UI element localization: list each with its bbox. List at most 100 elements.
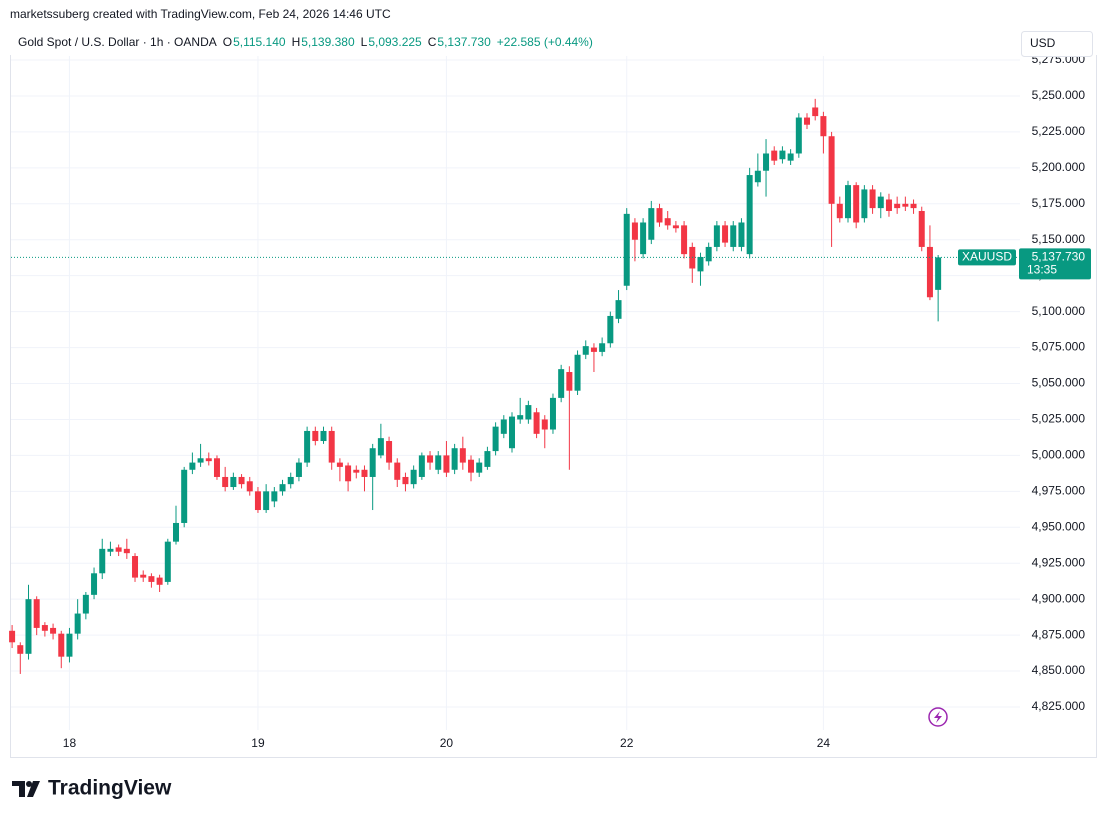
ohlc-label: C	[428, 35, 437, 49]
candle-body	[877, 196, 884, 209]
candle-body	[746, 175, 753, 255]
candle-body	[312, 430, 319, 442]
candle-body	[197, 458, 204, 463]
candle-body	[713, 225, 720, 247]
header-bar	[10, 28, 1097, 55]
x-tick-label: 19	[251, 736, 265, 750]
candle-body	[935, 257, 942, 290]
candle-body	[41, 625, 48, 631]
candle-body	[336, 462, 343, 467]
candle-body	[468, 459, 475, 473]
candle-body	[148, 576, 155, 582]
candle-body	[861, 189, 868, 219]
candle-body	[631, 222, 638, 240]
x-tick-label: 18	[63, 736, 77, 750]
candle-body	[115, 547, 122, 552]
candle-body	[722, 225, 729, 243]
candle-body	[320, 430, 327, 442]
candle-body	[615, 300, 622, 319]
y-tick-label: 4,950.000	[1032, 519, 1086, 533]
candle-body	[844, 185, 851, 219]
ohlc-value: 5,139.380	[301, 35, 355, 49]
x-tick-label: 24	[817, 736, 831, 750]
candle-body	[517, 415, 524, 420]
candle-body	[476, 462, 483, 473]
y-tick-label: 5,100.000	[1032, 304, 1086, 318]
candle-body	[558, 369, 565, 398]
candle-body	[459, 448, 466, 463]
y-tick-label: 5,000.000	[1032, 448, 1086, 462]
candle-body	[377, 438, 384, 456]
countdown-text: 13:35	[1027, 263, 1057, 277]
candle-body	[730, 225, 737, 247]
candle-body	[386, 441, 393, 463]
candle-body	[50, 627, 57, 634]
candle-body	[328, 430, 335, 463]
candle-body	[443, 455, 450, 473]
y-tick-label: 5,075.000	[1032, 340, 1086, 354]
candle-body	[804, 117, 811, 125]
candle-body	[582, 346, 589, 355]
candle-body	[763, 153, 770, 171]
candle-body	[222, 476, 229, 488]
candle-body	[353, 469, 360, 473]
y-tick-label: 4,825.000	[1032, 699, 1086, 713]
candle-body	[779, 150, 786, 160]
candle-body	[123, 548, 130, 554]
candle-body	[705, 246, 712, 262]
candle-body	[918, 210, 925, 247]
logo-text: TradingView	[48, 777, 172, 800]
price-tag-text: 5,137.730	[1032, 250, 1086, 264]
candle-body	[607, 315, 614, 344]
candle-body	[656, 208, 663, 223]
change: +22.585 (+0.44%)	[497, 35, 593, 49]
candle-body	[164, 541, 171, 582]
candle-body	[869, 189, 876, 209]
y-tick-label: 4,975.000	[1032, 484, 1086, 498]
candle-body	[140, 574, 147, 578]
candle-body	[492, 426, 499, 452]
candle-body	[427, 455, 434, 463]
candle-body	[451, 448, 458, 470]
symbol-tag	[958, 249, 1016, 266]
candle-body	[263, 491, 270, 511]
candle-body	[361, 469, 368, 477]
candle-body	[58, 633, 65, 657]
candle-body	[623, 213, 630, 286]
candle-body	[279, 484, 286, 492]
candle-body	[795, 117, 802, 154]
ohlc-label: L	[361, 35, 368, 49]
candle-body	[500, 419, 507, 434]
candle-body	[9, 630, 16, 643]
candle-body	[484, 451, 491, 467]
candle-body	[74, 613, 81, 634]
candle-body	[566, 372, 573, 391]
candle-body	[345, 465, 352, 482]
candle-body	[640, 222, 647, 255]
candle-body	[910, 203, 917, 209]
currency-label: USD	[1030, 36, 1056, 50]
candle-body	[156, 577, 163, 585]
symbol: Gold Spot / U.S. Dollar · 1h · OANDA	[18, 35, 217, 49]
candle-body	[853, 185, 860, 223]
lightning-icon	[928, 707, 948, 727]
ohlc-label: H	[292, 35, 301, 49]
ohlc-value: 5,115.140	[233, 35, 286, 49]
candle-body	[672, 225, 679, 229]
candle-body	[369, 448, 376, 477]
y-tick-label: 4,925.000	[1032, 555, 1086, 569]
candle-body	[533, 412, 540, 434]
logo	[12, 781, 40, 797]
candle-body	[828, 136, 835, 204]
candle-body	[172, 522, 179, 542]
candle-body	[213, 458, 220, 477]
candle-body	[738, 222, 745, 247]
y-tick-label: 5,225.000	[1032, 124, 1086, 138]
candle-body	[541, 419, 548, 430]
currency-button[interactable]	[1021, 31, 1093, 57]
ohlc-value: 5,093.225	[368, 35, 422, 49]
candle-body	[254, 491, 261, 511]
candle-body	[885, 199, 892, 211]
candle-body	[894, 203, 901, 209]
y-tick-label: 5,200.000	[1032, 160, 1086, 174]
